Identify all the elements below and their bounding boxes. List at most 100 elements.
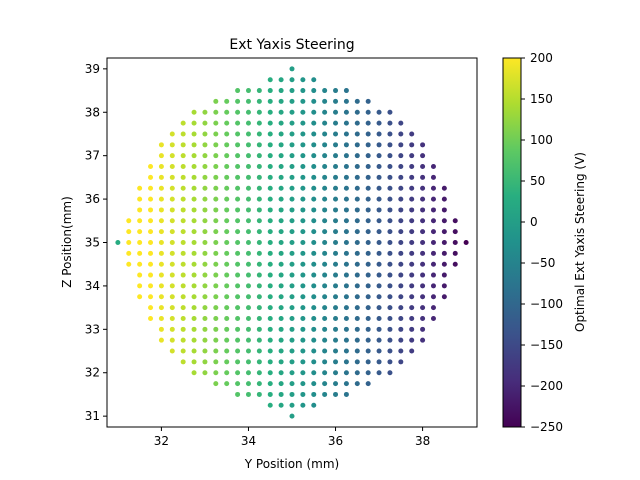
data-point (420, 283, 426, 289)
data-point (158, 250, 164, 256)
data-point (202, 153, 208, 159)
data-point (430, 250, 436, 256)
data-point (267, 261, 273, 267)
data-point (300, 391, 306, 397)
data-point (245, 109, 251, 115)
data-point (311, 240, 317, 245)
data-point (169, 207, 175, 213)
data-point (235, 120, 241, 126)
data-point (354, 315, 360, 321)
data-point (126, 218, 132, 224)
data-point (289, 250, 295, 256)
data-point (430, 272, 436, 278)
data-point (333, 283, 339, 289)
data-point (180, 305, 186, 311)
data-point (333, 98, 339, 104)
data-point (224, 294, 230, 300)
y-tick-label: 35 (85, 236, 100, 250)
data-point (398, 153, 404, 159)
data-point (278, 359, 284, 365)
data-point (354, 218, 360, 224)
data-point (376, 283, 382, 289)
data-point (180, 153, 186, 159)
data-point (169, 315, 175, 321)
data-point (137, 261, 143, 267)
data-point (235, 348, 241, 354)
data-point (398, 337, 404, 343)
data-point (398, 294, 404, 300)
data-point (213, 250, 219, 256)
data-point (267, 348, 273, 354)
data-point (148, 229, 154, 235)
data-point (376, 359, 382, 365)
data-point (148, 283, 154, 289)
data-point (409, 229, 415, 235)
data-point (267, 391, 273, 397)
data-point (398, 283, 404, 289)
data-point (322, 207, 328, 213)
data-point (420, 229, 426, 235)
data-point (387, 305, 393, 311)
data-point (235, 240, 241, 245)
data-point (148, 196, 154, 202)
data-point (409, 261, 415, 267)
data-point (289, 272, 295, 278)
data-point (430, 218, 436, 224)
data-point (245, 283, 251, 289)
data-point (224, 359, 230, 365)
data-point (441, 283, 447, 289)
data-point (398, 174, 404, 180)
data-point (289, 337, 295, 343)
data-point (191, 370, 197, 376)
data-point (267, 283, 273, 289)
data-point (180, 326, 186, 332)
data-point (387, 240, 393, 245)
data-point (333, 381, 339, 387)
data-point (311, 402, 317, 408)
data-point (365, 218, 371, 224)
data-point (365, 207, 371, 213)
data-point (289, 305, 295, 311)
data-point (235, 185, 241, 191)
data-point (409, 174, 415, 180)
data-point (300, 88, 306, 94)
data-point (126, 229, 132, 235)
data-point (311, 294, 317, 300)
data-point (311, 109, 317, 115)
data-point (387, 196, 393, 202)
data-point (398, 359, 404, 365)
data-point (289, 370, 295, 376)
data-point (311, 391, 317, 397)
data-point (289, 413, 295, 419)
data-point (235, 207, 241, 213)
data-point (191, 218, 197, 224)
data-point (213, 348, 219, 354)
data-point (256, 370, 262, 376)
data-point (333, 174, 339, 180)
data-point (169, 218, 175, 224)
data-point (365, 153, 371, 159)
data-point (409, 142, 415, 148)
data-point (300, 109, 306, 115)
data-point (441, 272, 447, 278)
data-point (365, 326, 371, 332)
colorbar-tick-label: −250 (530, 420, 563, 434)
colorbar-tick-label: 100 (530, 133, 553, 147)
data-point (289, 294, 295, 300)
data-point (430, 207, 436, 213)
x-axis-ticks: 32 34 36 38 (154, 427, 430, 448)
data-point (430, 229, 436, 235)
data-point (420, 261, 426, 267)
data-point (235, 305, 241, 311)
data-point (158, 326, 164, 332)
data-point (333, 272, 339, 278)
data-point (420, 305, 426, 311)
data-point (267, 337, 273, 343)
data-point (441, 250, 447, 256)
data-point (256, 120, 262, 126)
data-point (300, 98, 306, 104)
data-point (365, 185, 371, 191)
colorbar-tick-label: 200 (530, 51, 553, 65)
data-point (387, 370, 393, 376)
data-point (245, 196, 251, 202)
